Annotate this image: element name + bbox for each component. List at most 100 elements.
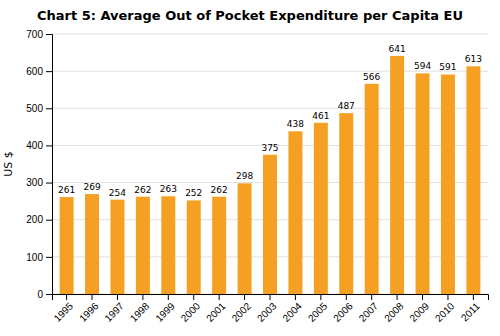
data-label: 438 [287, 119, 304, 129]
bar [288, 131, 302, 294]
tick-label: 2003 [255, 300, 279, 324]
tick: 2004 [280, 294, 304, 324]
tick: 2003 [255, 294, 279, 324]
y-axis: 0 100 200 300 400 500 600 700 [26, 29, 52, 300]
tick: 600 [26, 66, 52, 77]
tick: 0 [37, 289, 52, 300]
bar [187, 200, 201, 294]
tick-mark [46, 257, 52, 258]
tick-mark [46, 34, 52, 35]
tick-mark [46, 220, 52, 221]
data-label: 261 [58, 185, 75, 195]
bar [314, 123, 328, 294]
tick-mark [66, 294, 67, 300]
bars [60, 56, 481, 294]
tick-label: 2005 [306, 300, 330, 324]
tick-label: 2011 [459, 300, 482, 323]
tick: 700 [26, 29, 52, 40]
bar [441, 74, 455, 294]
bar [110, 200, 124, 294]
tick-mark [92, 294, 93, 300]
tick-label: 400 [26, 140, 43, 151]
data-label: 487 [338, 101, 355, 111]
tick-mark [46, 108, 52, 109]
tick: 500 [26, 103, 52, 114]
tick-mark [397, 294, 398, 300]
tick: 300 [26, 177, 52, 188]
tick: 1995 [52, 294, 76, 324]
tick-label: 2008 [382, 300, 406, 324]
tick: 200 [26, 214, 52, 225]
tick-mark [46, 183, 52, 184]
data-label: 591 [439, 62, 456, 72]
tick: 2010 [433, 294, 457, 324]
tick-label: 0 [37, 289, 43, 300]
axis-line [53, 295, 489, 301]
bar [161, 196, 175, 294]
tick-label: 2007 [357, 300, 381, 324]
x-axis: 1995199619971998199920002001200220032004… [52, 294, 489, 324]
tick-mark [473, 294, 474, 300]
bar [365, 84, 379, 294]
tick-label: 1999 [153, 300, 177, 324]
tick-label: 1995 [52, 300, 76, 324]
bar [212, 197, 226, 294]
chart: Chart 5: Average Out of Pocket Expenditu… [0, 0, 500, 336]
tick: 2011 [459, 294, 482, 323]
data-label: 254 [109, 188, 126, 198]
tick-label: 500 [26, 103, 43, 114]
bar [390, 56, 404, 294]
tick-mark [346, 294, 347, 300]
tick-label: 700 [26, 29, 43, 40]
tick-mark [46, 294, 52, 295]
tick-label: 1997 [102, 300, 126, 324]
tick-mark [422, 294, 423, 300]
tick-mark [270, 294, 271, 300]
data-labels: 2612692542622632522622983754384614875666… [58, 44, 482, 198]
tick-mark [142, 294, 143, 300]
y-axis-title: US $ [2, 151, 15, 177]
tick: 2001 [204, 294, 228, 324]
tick-label: 2001 [204, 300, 228, 324]
tick-label: 2000 [179, 300, 203, 324]
tick: 1998 [128, 294, 152, 324]
bar [263, 155, 277, 294]
tick-label: 300 [26, 177, 43, 188]
data-label: 262 [211, 185, 228, 195]
tick-mark [46, 71, 52, 72]
tick-label: 2004 [280, 300, 304, 324]
tick-mark [295, 294, 296, 300]
tick: 1999 [153, 294, 177, 324]
tick: 2007 [357, 294, 381, 324]
bar [466, 66, 480, 294]
tick-label: 1996 [77, 300, 101, 324]
data-label: 252 [185, 188, 202, 198]
tick-label: 2002 [230, 300, 254, 324]
tick: 2002 [230, 294, 254, 324]
tick: 2000 [179, 294, 203, 324]
data-label: 298 [236, 171, 253, 181]
tick-mark [320, 294, 321, 300]
bar [339, 113, 353, 294]
bar [85, 194, 99, 294]
data-label: 262 [134, 185, 151, 195]
tick-mark [117, 294, 118, 300]
tick: 2008 [382, 294, 406, 324]
axis-line [46, 35, 53, 295]
data-label: 269 [83, 182, 100, 192]
tick-label: 2009 [408, 300, 432, 324]
tick-mark [244, 294, 245, 300]
bar [60, 197, 74, 294]
data-label: 641 [389, 44, 406, 54]
tick-label: 100 [26, 252, 43, 263]
bar [136, 197, 150, 294]
bar [238, 183, 252, 294]
tick-mark [219, 294, 220, 300]
data-label: 263 [160, 184, 177, 194]
grid-line [52, 34, 488, 35]
tick-label: 600 [26, 66, 43, 77]
tick-label: 2006 [331, 300, 355, 324]
tick: 2005 [306, 294, 330, 324]
data-label: 461 [312, 111, 329, 121]
tick: 100 [26, 252, 52, 263]
